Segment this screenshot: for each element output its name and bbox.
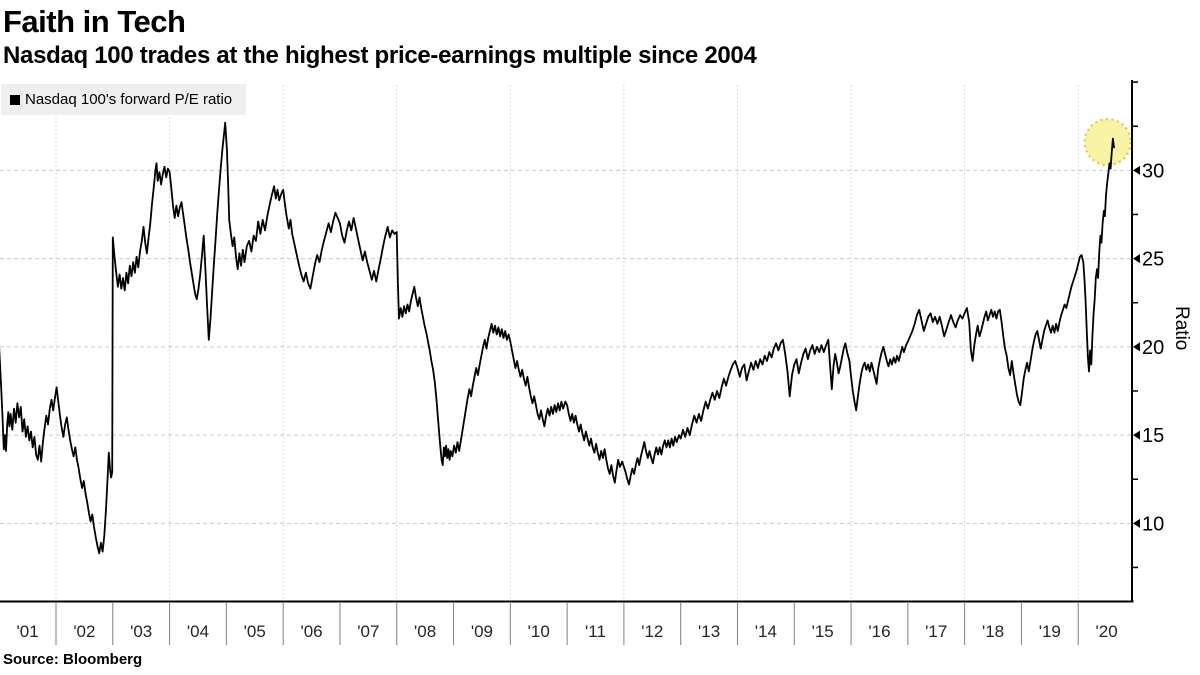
- x-axis-tick-label: '06: [300, 622, 322, 641]
- y-axis-tick-label: 30: [1142, 160, 1164, 182]
- y-major-tick: [1133, 518, 1140, 528]
- y-major-tick: [1133, 430, 1140, 440]
- legend-label: Nasdaq 100's forward P/E ratio: [25, 91, 233, 108]
- x-axis-tick-label: '10: [528, 622, 550, 641]
- legend-marker-square: [10, 94, 20, 105]
- x-axis-tick-label: '20: [1096, 622, 1118, 641]
- record-high-highlight: [1083, 118, 1132, 167]
- pe-line-series: [0, 121, 1115, 555]
- y-axis-tick-label: 15: [1142, 425, 1164, 447]
- x-axis-tick-label: '09: [471, 622, 493, 641]
- y-major-tick: [1133, 342, 1140, 352]
- legend: Nasdaq 100's forward P/E ratio: [1, 84, 247, 115]
- x-axis-tick-label: '02: [73, 622, 95, 641]
- y-major-tick: [1133, 254, 1140, 264]
- y-axis-title: Ratio: [1171, 306, 1192, 351]
- x-axis-tick-label: '16: [868, 622, 890, 641]
- x-axis-tick-label: '13: [698, 622, 720, 641]
- x-axis-tick-label: '03: [130, 622, 152, 641]
- y-axis-tick-label: 25: [1142, 249, 1164, 271]
- y-axis-tick-label: 10: [1142, 513, 1164, 535]
- page-title: Faith in Tech: [3, 4, 186, 39]
- x-axis-tick-label: '18: [982, 622, 1004, 641]
- x-axis-tick-label: '05: [244, 622, 266, 641]
- x-axis-tick-label: '11: [585, 622, 606, 641]
- source-credit: Source: Bloomberg: [3, 651, 143, 668]
- x-axis-tick-label: '08: [414, 622, 436, 641]
- chart-subtitle: Nasdaq 100 trades at the highest price-e…: [3, 42, 757, 69]
- x-axis-tick-label: '12: [641, 622, 663, 641]
- x-axis-tick-label: '19: [1039, 622, 1061, 641]
- y-major-tick: [1133, 165, 1140, 175]
- x-axis-tick-label: '04: [187, 622, 209, 641]
- x-axis-tick-label: '15: [812, 622, 834, 641]
- x-axis-tick-label: '01: [17, 622, 39, 641]
- x-axis-tick-label: '07: [357, 622, 379, 641]
- y-axis-tick-label: 20: [1142, 337, 1164, 359]
- x-axis-tick-label: '14: [755, 622, 777, 641]
- x-axis-tick-label: '17: [925, 622, 947, 641]
